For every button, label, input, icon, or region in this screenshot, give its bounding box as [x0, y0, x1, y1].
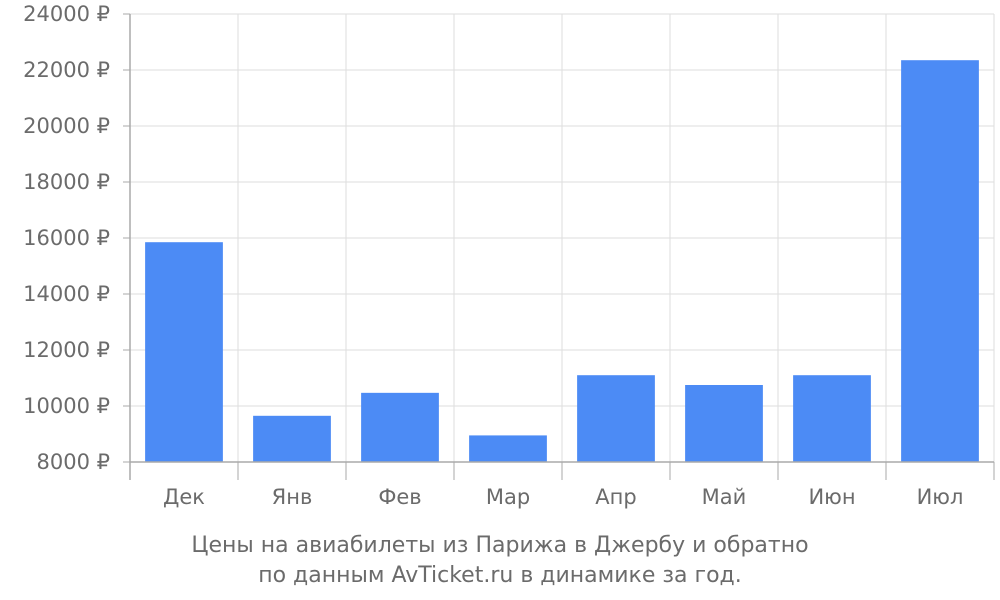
y-tick-label: 10000 ₽: [23, 394, 110, 418]
y-tick-label: 12000 ₽: [23, 338, 110, 362]
x-tick-label: Июн: [808, 485, 855, 509]
bar-6: [685, 385, 763, 462]
x-tick-label: Мар: [486, 485, 530, 509]
bar-4: [469, 435, 547, 462]
bar-7: [793, 375, 871, 462]
x-tick-label: Дек: [163, 485, 205, 509]
y-tick-label: 8000 ₽: [37, 450, 110, 474]
x-tick-label: Апр: [595, 485, 636, 509]
x-tick-label: Июл: [917, 485, 964, 509]
x-tick-label: Фев: [378, 485, 421, 509]
chart-caption-line-1: Цены на авиабилеты из Парижа в Джербу и …: [191, 533, 809, 558]
bar-1: [145, 242, 223, 462]
y-tick-label: 24000 ₽: [23, 2, 110, 26]
bar-2: [253, 415, 331, 462]
bar-8: [901, 60, 979, 462]
y-tick-label: 16000 ₽: [23, 226, 110, 250]
x-tick-label: Янв: [272, 485, 313, 509]
y-tick-label: 22000 ₽: [23, 58, 110, 82]
bar-5: [577, 375, 655, 462]
x-tick-label: Май: [702, 485, 747, 509]
y-tick-label: 14000 ₽: [23, 282, 110, 306]
bar-chart: 8000 ₽ 10000 ₽ 12000 ₽ 14000 ₽ 16000 ₽ 18000 …: [23, 2, 995, 509]
bar-3: [361, 392, 439, 462]
y-tick-label: 18000 ₽: [23, 170, 110, 194]
y-tick-label: 20000 ₽: [23, 114, 110, 138]
chart-caption-line-2: по данным AvTicket.ru в динамике за год.: [258, 563, 742, 588]
